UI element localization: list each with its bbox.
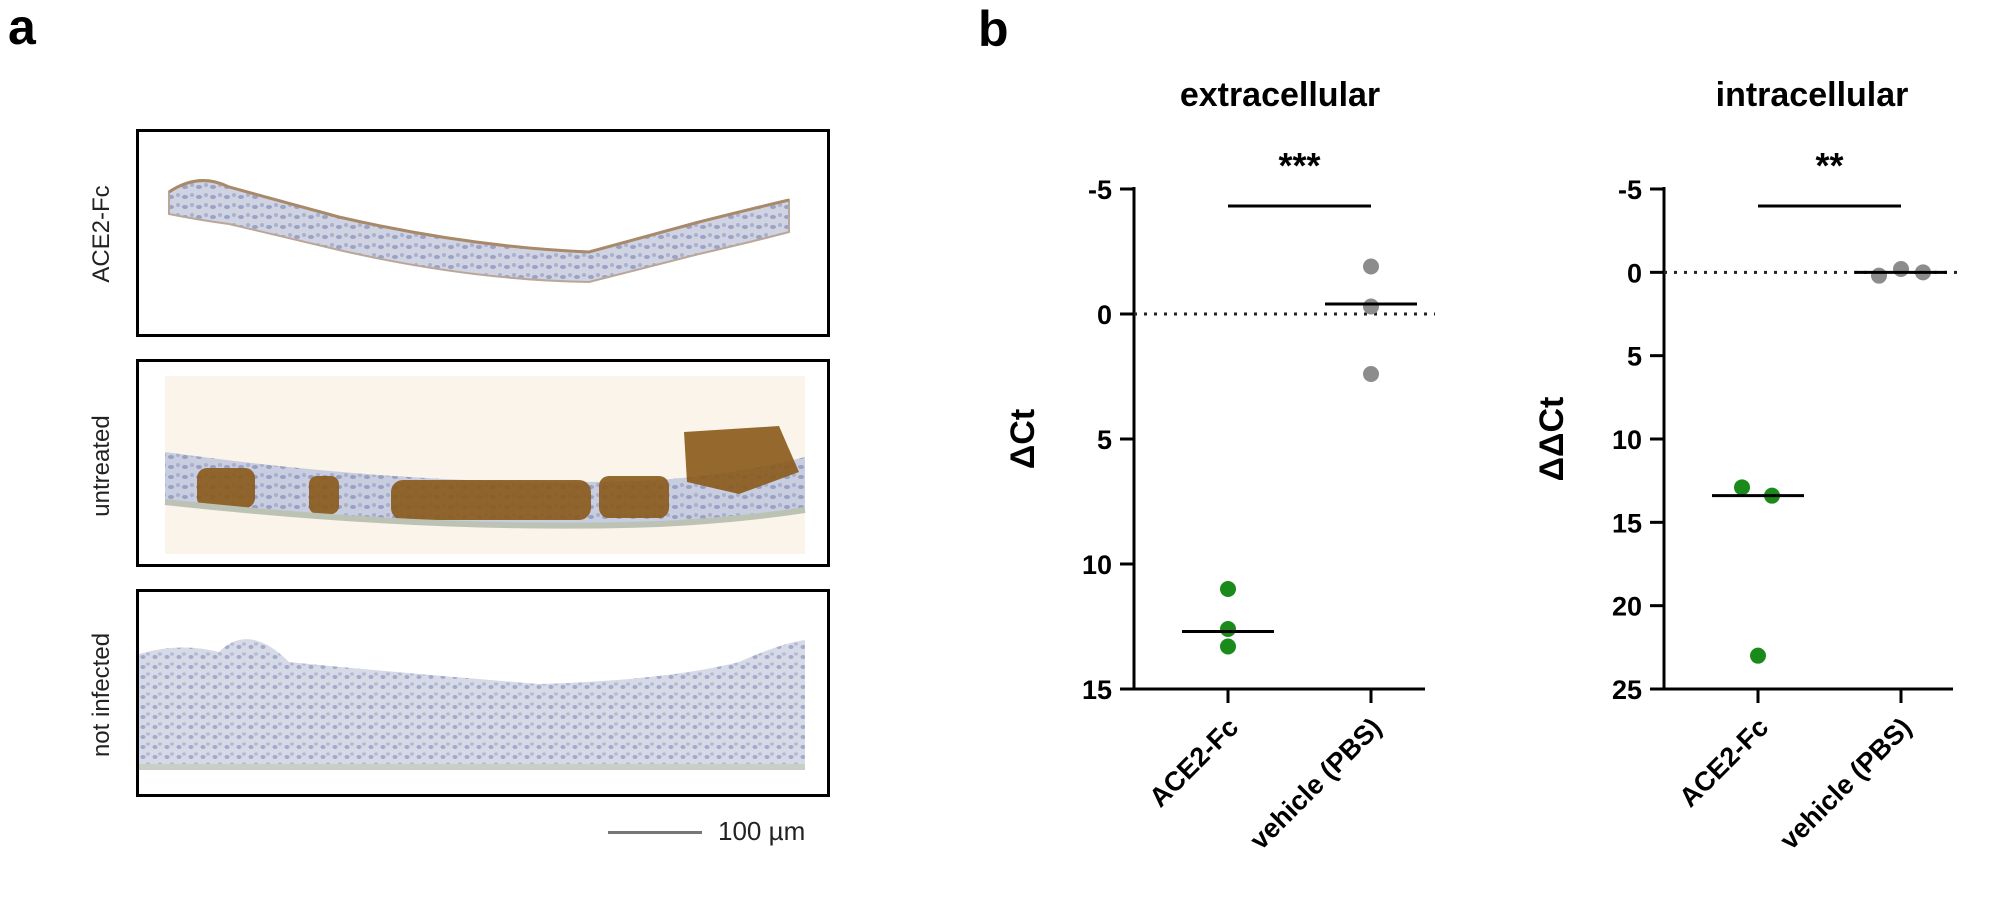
significance-label: *** (1278, 145, 1320, 186)
chart-title: extracellular (1180, 76, 1380, 114)
chart-extracellular: extracellular -5 0 5 10 15 ΔCt ACE2-Fc vehicle (… (1004, 76, 1435, 855)
y-axis-label: ΔΔCt (1533, 397, 1571, 482)
tissue-band (139, 639, 805, 764)
data-point (1893, 261, 1909, 277)
scale-bar (608, 831, 702, 834)
chart-intracellular: intracellular -5 0 5 10 15 20 25 ΔΔCt ACE2-Fc vehi… (1533, 76, 1963, 855)
y-tick-label: 15 (1082, 675, 1112, 705)
tissue-image-ace2-fc (136, 129, 830, 337)
y-tick-label: 10 (1082, 550, 1112, 580)
data-point (1734, 479, 1750, 496)
panel-a-letter: a (8, 0, 36, 55)
data-point (1363, 298, 1379, 315)
brown-stain-patches (197, 426, 799, 520)
y-axis-label: ΔCt (1004, 409, 1042, 469)
data-point (1363, 258, 1379, 275)
data-point (1220, 638, 1236, 655)
tissue-image-not-infected (136, 589, 830, 797)
tissue-apical-edge (168, 179, 790, 254)
data-point (1750, 647, 1766, 664)
data-point (1871, 267, 1887, 284)
tissue-membrane (164, 499, 806, 529)
tissue-image-untreated (136, 359, 830, 567)
y-tick-label: -5 (1618, 175, 1642, 205)
panel-b-letter: b (978, 1, 1009, 57)
x-category-label: ACE2-Fc (1673, 712, 1774, 813)
y-tick-label: 15 (1612, 508, 1642, 538)
x-category-label: vehicle (PBS) (1774, 712, 1917, 855)
y-tick-label: 5 (1097, 425, 1112, 455)
y-tick-label: 25 (1612, 675, 1642, 705)
y-tick-label: 5 (1627, 342, 1642, 372)
tissue-untreated-drawing (164, 376, 806, 554)
x-category-label: ACE2-Fc (1143, 712, 1244, 813)
data-point (1220, 621, 1236, 637)
y-tick-label: 0 (1627, 258, 1642, 288)
y-tick-label: 10 (1612, 425, 1642, 455)
tissue-not-infected-drawing (139, 639, 805, 770)
y-tick-label: -5 (1088, 175, 1112, 205)
x-category-label: vehicle (PBS) (1244, 712, 1387, 855)
data-point (1220, 581, 1236, 597)
significance-label: ** (1815, 145, 1843, 186)
scale-bar-label: 100 µm (718, 816, 806, 846)
chart-title: intracellular (1716, 76, 1909, 114)
y-tick-label: 0 (1097, 300, 1112, 330)
tissue-ace2-fc-drawing (168, 179, 790, 284)
y-tick-label: 20 (1612, 592, 1642, 622)
data-point (1363, 366, 1379, 382)
